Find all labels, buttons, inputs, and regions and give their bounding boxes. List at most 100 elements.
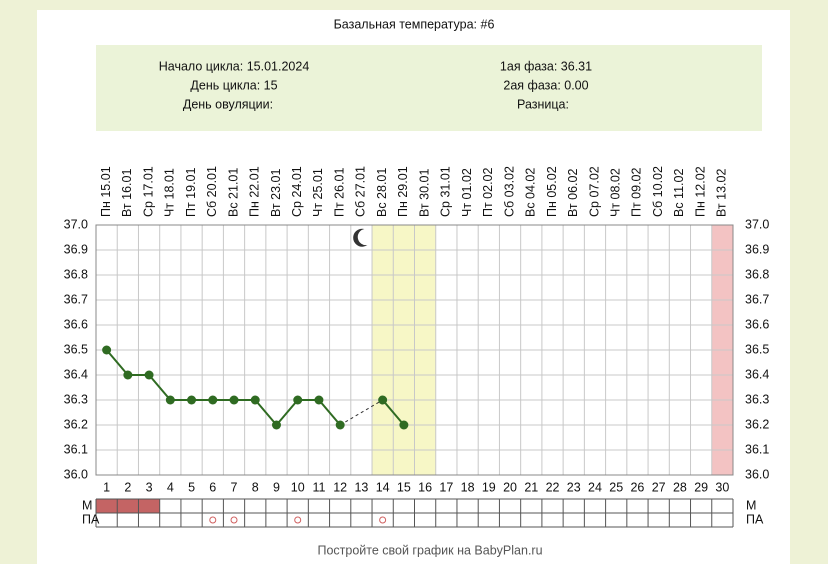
y-tick-label: 36.7	[64, 292, 88, 306]
temperature-point	[378, 395, 388, 405]
y-tick-label: 37.0	[64, 217, 88, 231]
temperature-point	[165, 395, 175, 405]
x-tick-label: 25	[609, 480, 623, 494]
x-tick-label: 6	[209, 480, 216, 494]
temperature-line	[381, 399, 405, 426]
x-tick-label: 29	[694, 480, 708, 494]
info-text: День овуляции:	[183, 97, 273, 111]
x-tick-label: 20	[503, 480, 517, 494]
x-tick-label: 12	[333, 480, 347, 494]
date-label: Вс 21.01	[226, 168, 240, 217]
pa-mark	[209, 516, 217, 524]
y-tick-label-right: 36.3	[745, 392, 769, 406]
y-tick-label-right: 36.1	[745, 442, 769, 456]
y-tick-label-right: 36.6	[745, 317, 769, 331]
x-tick-label: 16	[418, 480, 432, 494]
temperature-point	[229, 395, 239, 405]
temperature-point	[208, 395, 218, 405]
x-tick-label: 3	[146, 480, 153, 494]
date-label: Пн 29.01	[396, 166, 410, 217]
temperature-point	[102, 345, 112, 355]
date-label: Сб 10.02	[651, 166, 665, 217]
date-label: Ср 31.01	[439, 166, 453, 217]
x-tick-label: 17	[439, 480, 453, 494]
y-tick-label: 36.1	[64, 442, 88, 456]
date-label: Вт 13.02	[715, 169, 729, 217]
date-label: Сб 27.01	[354, 166, 368, 217]
date-label: Вт 16.01	[120, 169, 134, 217]
y-tick-label-right: 36.4	[745, 367, 769, 381]
date-label: Пт 19.01	[184, 167, 198, 217]
x-tick-label: 4	[167, 480, 174, 494]
date-label: Чт 18.01	[163, 168, 177, 217]
row-label: М	[82, 498, 92, 512]
date-label: Чт 08.02	[609, 168, 623, 217]
date-label: Ср 17.01	[141, 166, 155, 217]
y-tick-label-right: 36.2	[745, 417, 769, 431]
date-label: Ср 24.01	[290, 166, 304, 217]
date-label: Вт 30.01	[417, 169, 431, 217]
temperature-point	[187, 395, 197, 405]
date-label: Пт 09.02	[630, 167, 644, 217]
temperature-point	[271, 420, 281, 430]
date-label: Вс 04.02	[524, 168, 538, 217]
x-tick-label: 26	[630, 480, 644, 494]
info-box	[96, 45, 762, 131]
m-cell	[138, 499, 160, 513]
temperature-point	[335, 420, 345, 430]
date-label: Пн 22.01	[248, 166, 262, 217]
x-tick-label: 10	[291, 480, 305, 494]
temperature-point	[250, 395, 260, 405]
date-label: Пн 05.02	[545, 166, 559, 217]
date-label: Пт 26.01	[332, 167, 346, 217]
date-label: Сб 03.02	[502, 166, 516, 217]
x-tick-label: 7	[231, 480, 238, 494]
pa-mark	[294, 516, 302, 524]
info-text: Начало цикла: 15.01.2024	[159, 59, 310, 73]
row-label-right: М	[746, 498, 756, 512]
m-cell	[117, 499, 139, 513]
plot-border	[95, 224, 734, 476]
y-tick-label: 36.8	[64, 267, 88, 281]
temperature-point	[144, 370, 154, 380]
y-tick-label: 36.5	[64, 342, 88, 356]
date-label: Вс 11.02	[672, 169, 686, 217]
y-tick-label-right: 37.0	[745, 217, 769, 231]
date-label: Пн 15.01	[99, 166, 113, 217]
date-label: Ср 07.02	[587, 166, 601, 217]
date-label: Чт 01.02	[460, 168, 474, 217]
chart-title: Базальная температура: #6	[334, 17, 495, 31]
x-tick-label: 13	[354, 480, 368, 494]
date-label: Пт 02.02	[481, 167, 495, 217]
x-tick-label: 28	[673, 480, 687, 494]
x-tick-label: 24	[588, 480, 602, 494]
date-label: Сб 20.01	[205, 166, 219, 217]
x-tick-label: 8	[252, 480, 259, 494]
date-label: Чт 25.01	[311, 168, 325, 217]
temperature-point	[123, 370, 133, 380]
y-tick-label: 36.9	[64, 242, 88, 256]
x-tick-label: 22	[546, 480, 560, 494]
x-tick-label: 1	[103, 480, 110, 494]
x-tick-label: 14	[376, 480, 390, 494]
date-label: Вт 23.01	[269, 169, 283, 217]
moon-icon	[353, 228, 368, 247]
y-tick-label: 36.4	[64, 367, 88, 381]
date-label: Вт 06.02	[566, 169, 580, 217]
x-tick-label: 15	[397, 480, 411, 494]
temperature-point	[293, 395, 303, 405]
info-text: Разница:	[517, 97, 569, 111]
x-tick-label: 21	[524, 480, 538, 494]
x-tick-label: 11	[312, 480, 325, 494]
info-text: 2ая фаза: 0.00	[503, 78, 588, 92]
footer: Постройте свой график на BabyPlan.ru	[317, 543, 542, 557]
x-tick-label: 23	[567, 480, 581, 494]
date-label: Пн 12.02	[693, 166, 707, 217]
y-tick-label-right: 36.9	[745, 242, 769, 256]
row-label: ПА	[82, 512, 100, 526]
info-text: 1ая фаза: 36.31	[500, 59, 592, 73]
pa-mark	[379, 516, 387, 524]
info-text: День цикла: 15	[190, 78, 277, 92]
row-label-right: ПА	[746, 512, 764, 526]
